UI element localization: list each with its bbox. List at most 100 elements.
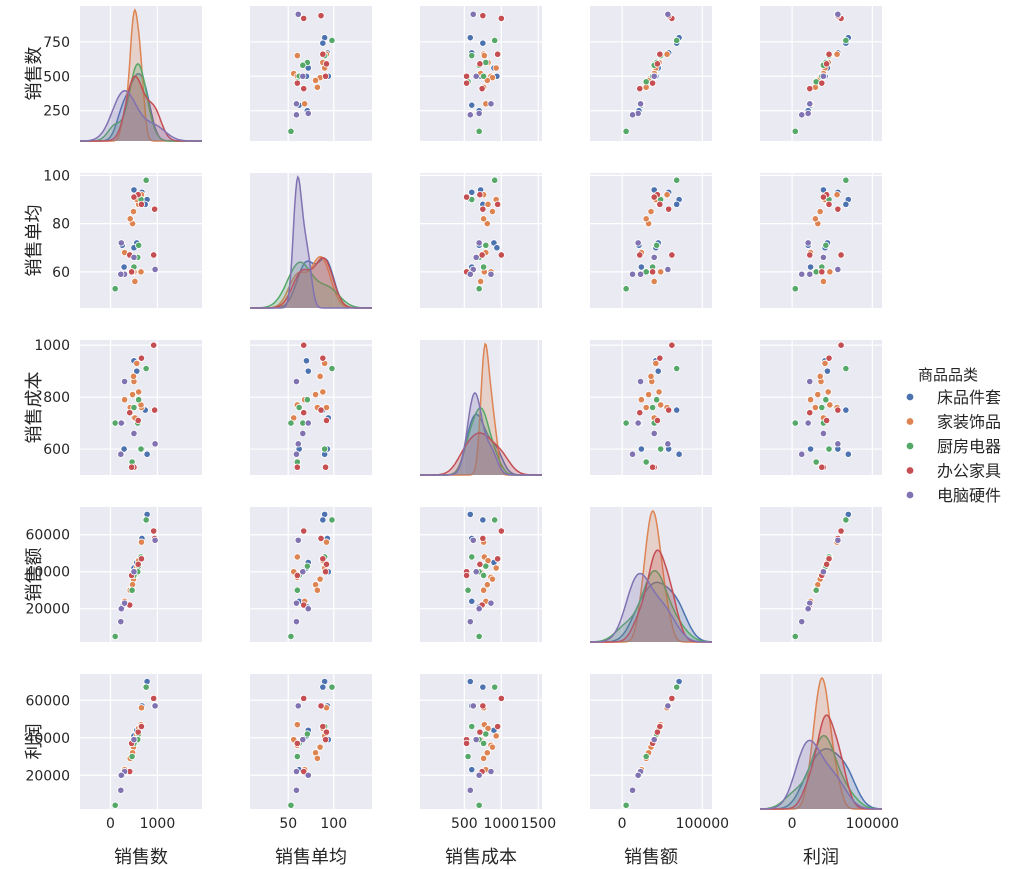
scatter-point bbox=[636, 409, 644, 417]
panel-销售额-vs-销售额 bbox=[590, 507, 713, 643]
scatter-point bbox=[482, 241, 490, 249]
kde-fill-厨房电器 bbox=[250, 262, 372, 308]
kde-line-厨房电器 bbox=[590, 570, 712, 643]
scatter-point bbox=[322, 728, 331, 736]
panel-销售成本-vs-销售额 bbox=[420, 507, 542, 642]
scatter-point bbox=[462, 79, 471, 87]
scatter-point bbox=[321, 445, 329, 453]
scatter-point bbox=[313, 83, 321, 91]
scatter-point bbox=[328, 36, 336, 45]
scatter-point bbox=[806, 409, 814, 417]
scatter-point bbox=[673, 36, 681, 45]
scatter-point bbox=[634, 239, 642, 247]
scatter-point bbox=[791, 285, 799, 293]
scatter-point bbox=[826, 268, 834, 276]
panel-销售单均-vs-销售单均 bbox=[250, 173, 372, 309]
scatter-point bbox=[636, 100, 645, 108]
scatter-point bbox=[822, 241, 830, 249]
scatter-point bbox=[673, 364, 681, 373]
panel-销售成本-vs-销售成本 bbox=[420, 340, 542, 476]
pairplot-panels: 2505007506080100600800100020000400006000… bbox=[25, 6, 899, 832]
scatter-point bbox=[131, 277, 139, 286]
scatter-point bbox=[494, 722, 502, 731]
scatter-point bbox=[664, 702, 672, 710]
scatter-point bbox=[321, 736, 330, 744]
scatter-point bbox=[293, 586, 301, 594]
scatter-point bbox=[468, 51, 476, 60]
scatter-point bbox=[292, 786, 301, 794]
scatter-point bbox=[842, 200, 850, 208]
scatter-point bbox=[322, 538, 331, 546]
scatter-point bbox=[292, 377, 301, 386]
kde-fill-家装饰品 bbox=[250, 256, 372, 308]
scatter-point bbox=[143, 450, 151, 458]
scatter-point bbox=[657, 268, 665, 276]
scatter-point bbox=[135, 396, 143, 404]
scatter-point bbox=[644, 390, 653, 399]
scatter-point bbox=[319, 683, 327, 691]
scatter-point bbox=[650, 277, 658, 286]
scatter-point bbox=[322, 416, 331, 425]
scatter-point bbox=[317, 12, 325, 20]
x-axis-label-销售单均: 销售单均 bbox=[275, 847, 347, 868]
scatter-point bbox=[823, 416, 831, 425]
panel-销售数-vs-销售数: 250 500 750 bbox=[43, 6, 202, 142]
scatter-point bbox=[482, 562, 490, 570]
scatter-point bbox=[313, 754, 321, 762]
scatter-point bbox=[304, 109, 312, 118]
kde-fill-家装饰品 bbox=[760, 678, 882, 809]
scatter-point bbox=[642, 458, 650, 466]
scatter-point bbox=[142, 683, 150, 691]
scatter-point bbox=[304, 367, 312, 375]
scatter-point bbox=[128, 463, 136, 471]
x-tick-label: 1000 bbox=[140, 816, 176, 832]
scatter-point bbox=[650, 736, 658, 744]
y-axis-label-销售数: 销售数 bbox=[24, 47, 45, 101]
scatter-point bbox=[299, 61, 307, 69]
scatter-point bbox=[825, 50, 833, 58]
scatter-point bbox=[654, 367, 662, 375]
scatter-point bbox=[319, 516, 327, 524]
scatter-point bbox=[806, 100, 814, 108]
scatter-point bbox=[656, 354, 664, 362]
scatter-point bbox=[478, 85, 486, 93]
scatter-point bbox=[300, 14, 308, 22]
scatter-point bbox=[833, 191, 841, 199]
scatter-point bbox=[322, 560, 331, 568]
kde-fill-厨房电器 bbox=[760, 735, 882, 809]
kde-fill-办公家具 bbox=[80, 76, 202, 141]
scatter-point bbox=[303, 396, 311, 404]
scatter-point bbox=[130, 253, 138, 261]
y-tick-label: 600 bbox=[43, 442, 70, 458]
scatter-point bbox=[622, 801, 630, 809]
scatter-point bbox=[111, 419, 119, 427]
x-axis-label-销售成本: 销售成本 bbox=[445, 847, 517, 868]
scatter-point bbox=[300, 767, 308, 776]
panel-销售单均-vs-销售成本 bbox=[250, 340, 372, 475]
scatter-point bbox=[818, 463, 826, 471]
scatter-point bbox=[150, 341, 158, 349]
scatter-point bbox=[475, 285, 483, 293]
scatter-point bbox=[475, 605, 483, 613]
scatter-point bbox=[642, 752, 650, 761]
kde-fill-电脑硬件 bbox=[420, 392, 542, 475]
scatter-point bbox=[130, 429, 138, 438]
y-tick-label: 20000 bbox=[25, 602, 70, 618]
scatter-point bbox=[476, 728, 484, 736]
panel-background bbox=[760, 173, 882, 308]
scatter-point bbox=[628, 111, 637, 119]
scatter-point bbox=[478, 251, 486, 259]
legend-entry-电脑硬件: 电脑硬件 bbox=[905, 486, 1001, 505]
scatter-point bbox=[293, 51, 301, 60]
panel-销售成本-vs-利润: 500 1000 1500 bbox=[420, 674, 556, 832]
x-tick-label: 100000 bbox=[846, 816, 899, 832]
scatter-point bbox=[821, 359, 829, 367]
scatter-point bbox=[479, 205, 487, 213]
scatter-point bbox=[494, 555, 502, 563]
kde-fill-厨房电器 bbox=[420, 407, 542, 475]
scatter-point bbox=[468, 597, 476, 605]
panel-销售额-vs-销售单均 bbox=[590, 173, 712, 308]
kde-line-电脑硬件 bbox=[250, 175, 372, 309]
scatter-point bbox=[634, 771, 642, 779]
